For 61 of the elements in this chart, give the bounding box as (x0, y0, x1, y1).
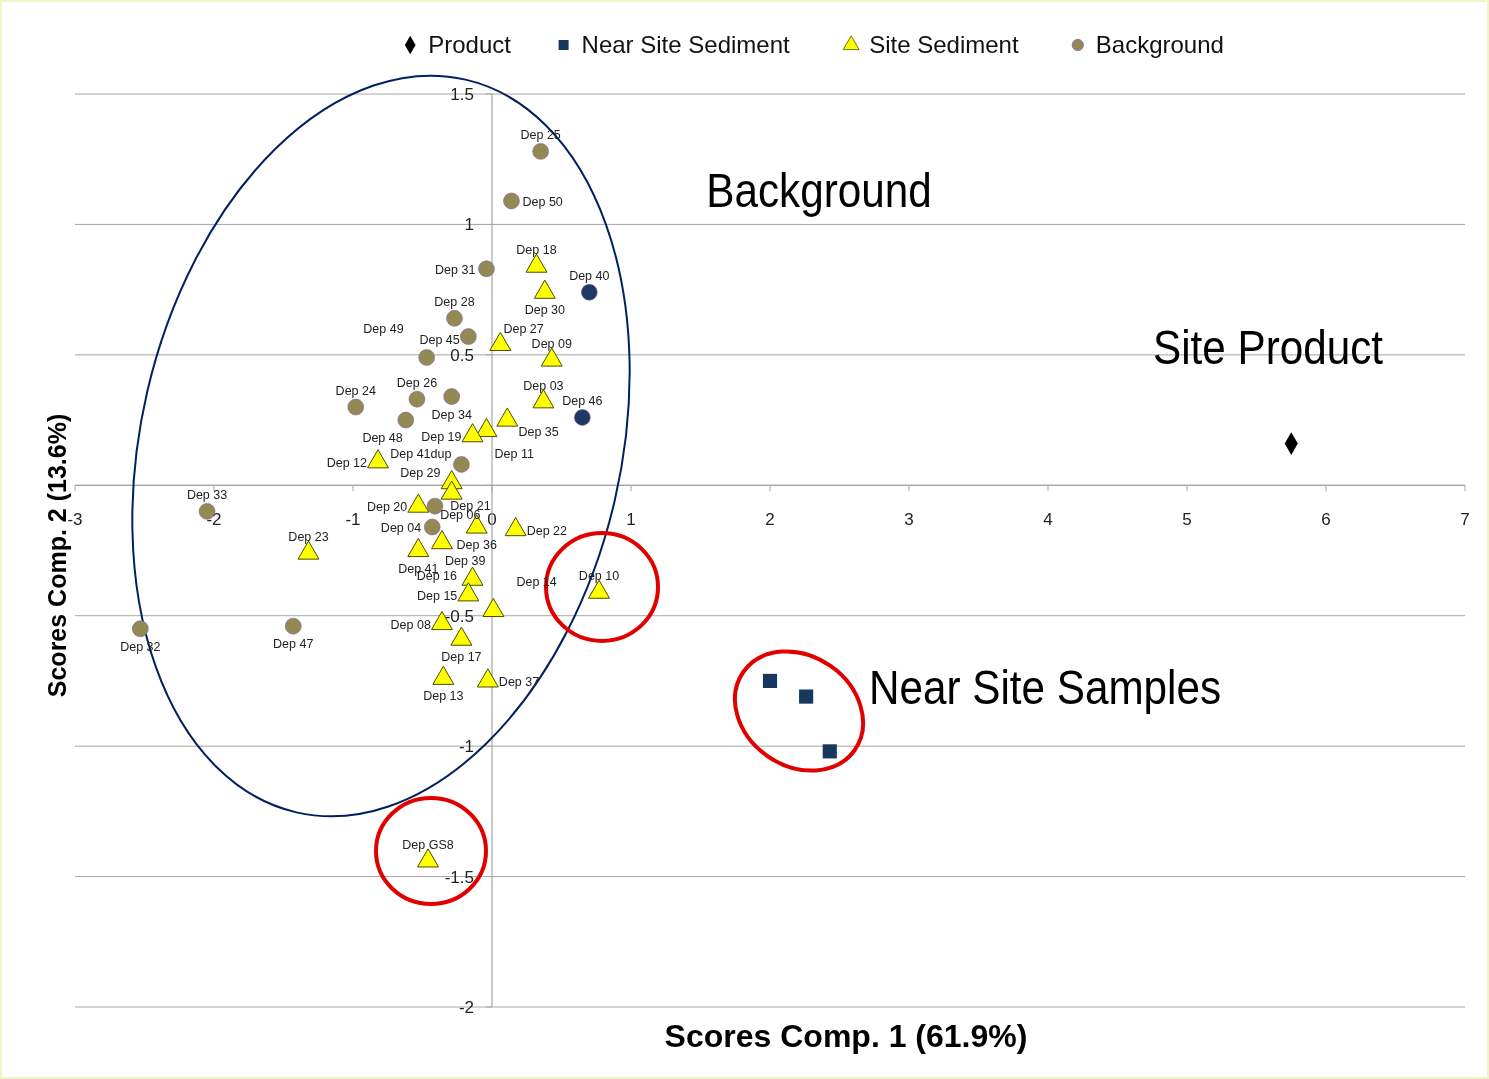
annotation: Site Product (1152, 320, 1384, 375)
x-tick-label: 1 (626, 510, 636, 530)
data-label: Dep 47 (273, 637, 314, 652)
y-tick-label: -1 (458, 737, 474, 757)
data-label: Dep 09 (531, 337, 572, 352)
data-label: Dep 04 (380, 521, 422, 536)
data-label: Dep 35 (518, 425, 559, 440)
data-label: Dep 48 (362, 430, 403, 445)
data-label: Dep 45 (419, 333, 460, 348)
data-label: Dep 40 (569, 269, 610, 284)
y-tick-label: 1 (464, 215, 474, 235)
data-label: Dep 22 (526, 523, 568, 538)
legend-label: Near Site Sediment (581, 31, 791, 58)
data-label: Dep 27 (503, 321, 544, 336)
data-label: Dep 20 (366, 500, 408, 515)
x-tick-label: 6 (1321, 510, 1331, 530)
y-tick-label: -0.5 (444, 606, 474, 626)
data-label: Dep 29 (400, 465, 441, 480)
x-tick-label: 7 (1460, 510, 1470, 530)
x-tick-label: 3 (904, 510, 914, 530)
data-label: Dep 30 (524, 303, 566, 318)
x-tick-label: 0 (487, 510, 497, 530)
data-label: Dep GS8 (402, 837, 454, 852)
annotation: Background (706, 163, 932, 218)
legend-label: Product (428, 31, 512, 58)
x-axis-title: Scores Comp. 1 (61.9%) (664, 1018, 1028, 1054)
y-tick-label: 1.5 (450, 85, 474, 104)
data-label: Dep 49 (363, 322, 404, 337)
data-label: Dep 19 (421, 429, 462, 444)
data-label: Dep 34 (431, 407, 472, 422)
x-tick-label: 5 (1182, 510, 1192, 530)
data-label: Dep 41dup (390, 447, 452, 462)
data-label: Dep 18 (516, 243, 557, 258)
x-tick-label: 2 (765, 510, 775, 530)
x-tick-label: 4 (1043, 510, 1053, 530)
y-tick-label: -1.5 (444, 867, 474, 887)
data-label: Dep 39 (445, 553, 486, 568)
data-label: Dep 28 (434, 295, 475, 310)
x-tick-label: -1 (345, 510, 361, 530)
data-label: Dep 13 (423, 689, 464, 704)
annotation: Near Site Samples (868, 660, 1222, 715)
data-label: Dep 11 (494, 446, 534, 461)
data-label: Dep 03 (523, 378, 564, 393)
data-label: Dep 33 (186, 488, 228, 503)
data-label: Dep 24 (335, 384, 376, 399)
data-label: Dep 15 (417, 588, 458, 603)
x-tick-label: -2 (206, 510, 222, 530)
data-label: Dep 17 (441, 650, 482, 665)
y-tick-label: 0.5 (450, 345, 474, 365)
x-tick-label: -3 (67, 510, 83, 530)
data-label: Dep 36 (456, 538, 497, 553)
legend-label: Background (1095, 31, 1224, 58)
data-label: Dep 23 (288, 530, 329, 545)
y-tick-label: -2 (458, 998, 474, 1017)
data-label: Dep 08 (390, 617, 431, 632)
data-label: Dep 26 (396, 376, 438, 391)
data-label: Dep 12 (326, 455, 368, 470)
data-label: Dep 50 (522, 194, 563, 209)
data-label: Dep 31 (435, 262, 476, 277)
legend-label: Site Sediment (869, 31, 1019, 58)
data-label: Dep 46 (562, 394, 603, 409)
